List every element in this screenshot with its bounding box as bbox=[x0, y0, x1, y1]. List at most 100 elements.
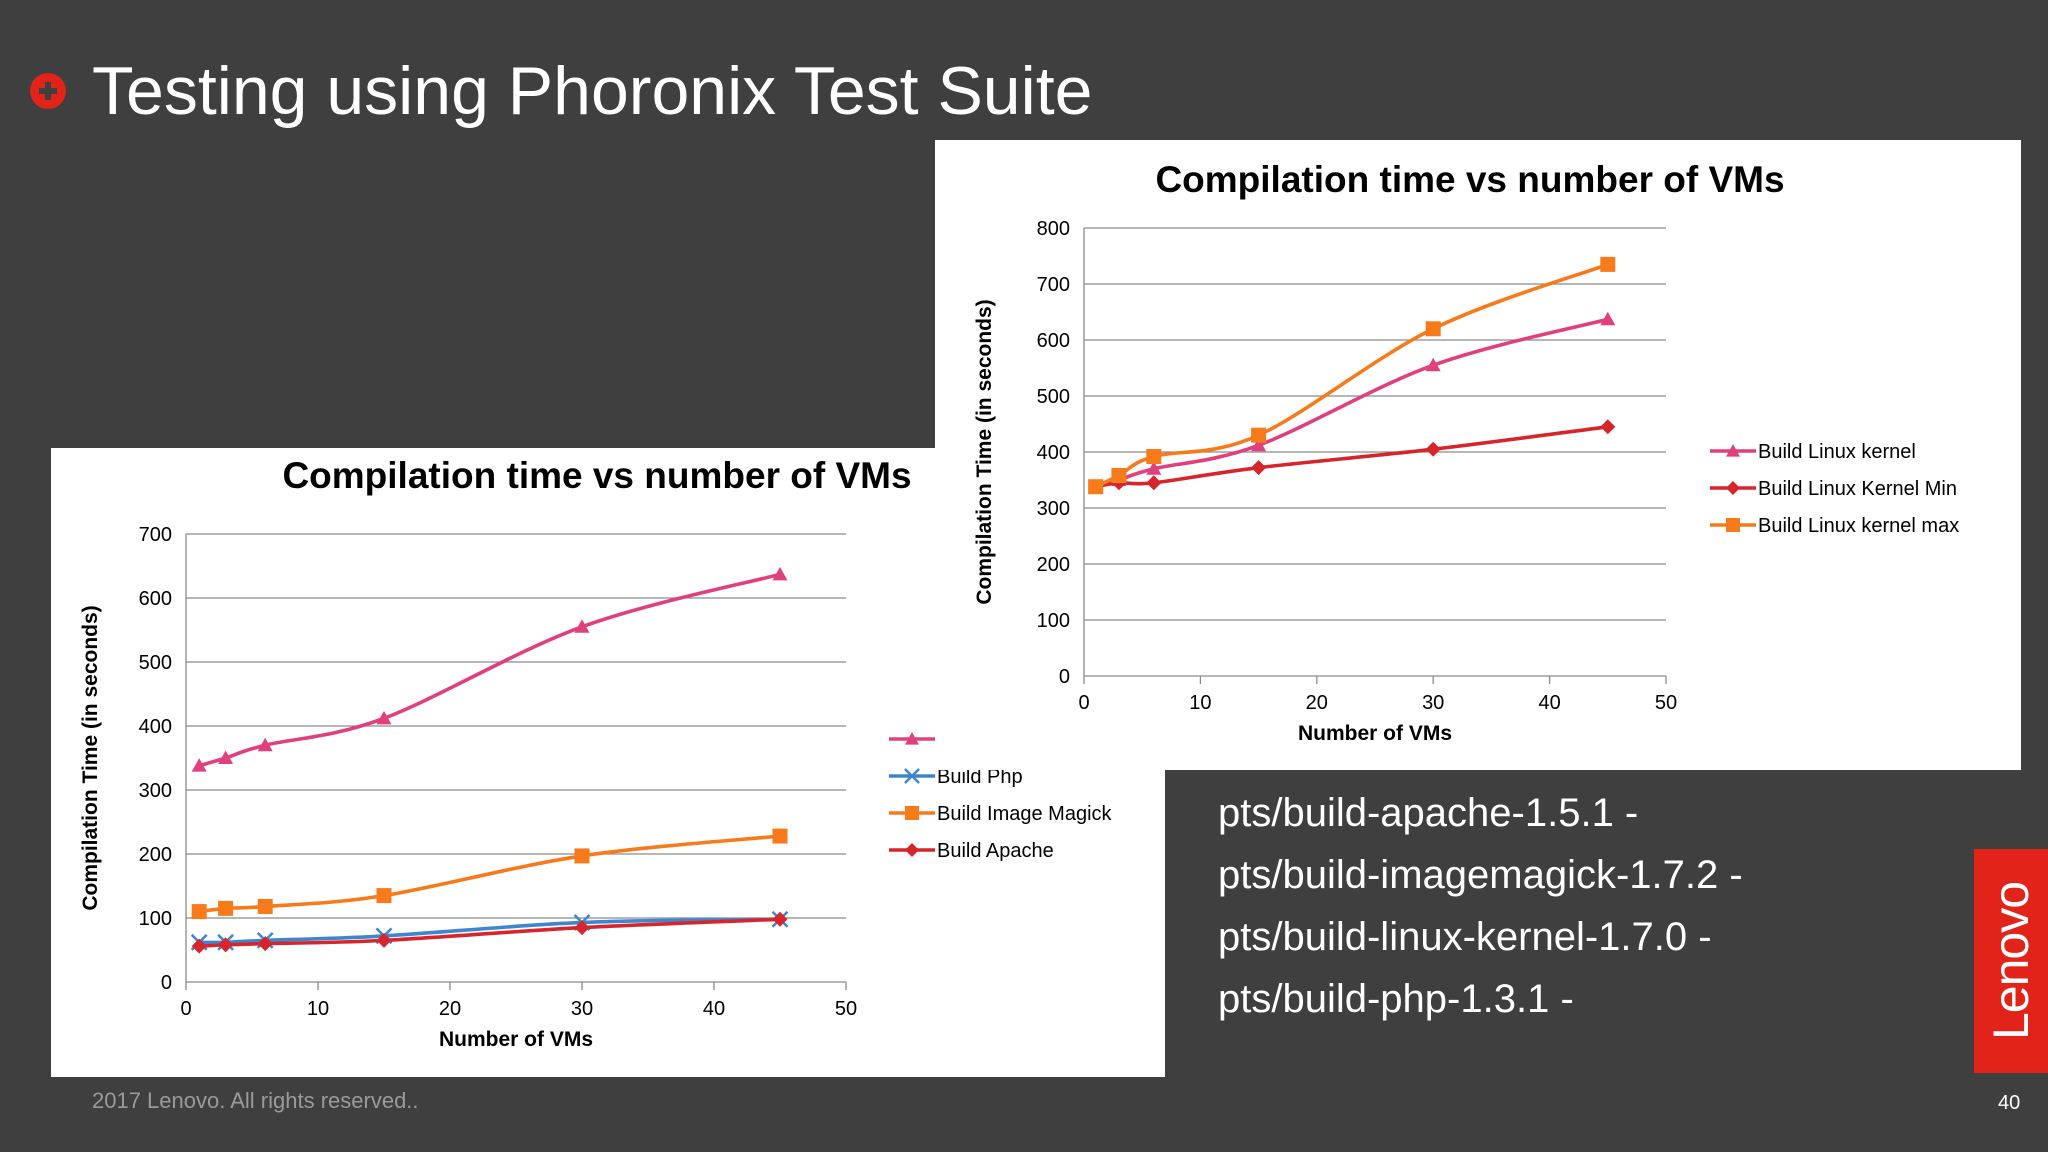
x-tick-label: 10 bbox=[307, 998, 329, 1020]
legend-marker bbox=[1726, 444, 1740, 457]
data-point bbox=[1251, 460, 1267, 476]
x-tick-label: 30 bbox=[1422, 692, 1444, 714]
data-point bbox=[1146, 461, 1162, 475]
slide-title: Testing using Phoronix Test Suite bbox=[92, 53, 1093, 129]
red-circle-plus-icon bbox=[30, 73, 66, 109]
data-point bbox=[376, 932, 392, 948]
data-point bbox=[1425, 321, 1441, 337]
x-tick-label: 10 bbox=[1189, 692, 1211, 714]
data-point bbox=[574, 920, 590, 936]
series-build-linux-kernel bbox=[1088, 311, 1616, 493]
data-point bbox=[1600, 256, 1616, 272]
legend-item: Build Image Magick bbox=[889, 803, 1113, 825]
y-tick-label: 0 bbox=[1059, 666, 1070, 688]
series-line bbox=[1095, 317, 1609, 489]
data-point bbox=[772, 911, 788, 927]
chart-title: Compilation time vs number of VMs bbox=[282, 455, 911, 496]
data-point bbox=[218, 900, 234, 916]
data-point bbox=[772, 566, 788, 581]
legend-marker bbox=[905, 806, 919, 820]
data-point bbox=[257, 898, 273, 914]
data-point bbox=[574, 848, 590, 864]
legend-label: Build Linux kernel max bbox=[1758, 515, 1959, 537]
x-tick-label: 0 bbox=[180, 998, 191, 1020]
data-point bbox=[1111, 468, 1127, 484]
y-tick-label: 800 bbox=[1037, 218, 1070, 240]
legend-item: Build Linux kernel bbox=[1710, 441, 1916, 463]
legend-item: Build Linux kernel max bbox=[1710, 515, 1959, 537]
series-build-apache bbox=[191, 911, 788, 954]
data-point bbox=[257, 737, 273, 752]
series-build-linux-kernel-max bbox=[1088, 256, 1616, 495]
command-line: pts/build-imagemagick-1.7.2 - bbox=[1218, 853, 1743, 897]
y-tick-label: 200 bbox=[1037, 554, 1070, 576]
data-point bbox=[218, 750, 234, 764]
legend-label: Build Linux Kernel Min bbox=[1758, 478, 1957, 500]
test-command-list: pts/build-apache-1.5.1 - pts/build-image… bbox=[1218, 782, 1743, 1030]
y-tick-label: 100 bbox=[1037, 610, 1070, 632]
x-tick-label: 0 bbox=[1078, 692, 1089, 714]
page-number: 40 bbox=[1998, 1092, 2021, 1114]
y-tick-label: 300 bbox=[139, 780, 172, 802]
data-point bbox=[1088, 479, 1104, 495]
y-tick-label: 0 bbox=[161, 972, 172, 994]
legend-label: Build Linux kernel bbox=[1758, 441, 1916, 463]
legend-marker bbox=[1726, 518, 1740, 532]
legend-marker bbox=[905, 843, 919, 857]
y-axis-label: Compilation Time (in seconds) bbox=[79, 605, 102, 910]
legend-item: Build Apache bbox=[889, 840, 1054, 862]
data-point bbox=[1425, 441, 1441, 457]
x-axis-label: Number of VMs bbox=[1298, 722, 1452, 745]
series-build-linux-kernel bbox=[191, 566, 788, 772]
x-tick-label: 50 bbox=[1655, 692, 1677, 714]
chart-panel-right: Compilation time vs number of VMs 0 100 200… bbox=[935, 140, 2021, 770]
y-tick-label: 500 bbox=[1037, 386, 1070, 408]
command-line: pts/build-apache-1.5.1 - bbox=[1218, 791, 1639, 835]
legend-marker bbox=[905, 732, 919, 745]
series-line bbox=[199, 917, 781, 948]
slide-header: Testing using Phoronix Test Suite bbox=[30, 52, 1092, 130]
legend-marker bbox=[1726, 481, 1740, 495]
y-tick-label: 100 bbox=[139, 908, 172, 930]
data-point bbox=[191, 758, 207, 772]
data-point bbox=[574, 619, 590, 633]
legend-label: Build Apache bbox=[937, 840, 1054, 862]
data-point bbox=[376, 710, 392, 725]
x-tick-label: 20 bbox=[1306, 692, 1328, 714]
data-point bbox=[257, 936, 273, 952]
series-build-linux-kernel-min bbox=[1088, 419, 1616, 495]
y-tick-label: 600 bbox=[139, 588, 172, 610]
data-point bbox=[1251, 427, 1267, 443]
command-line: pts/build-linux-kernel-1.7.0 - bbox=[1218, 915, 1712, 959]
y-tick-label: 500 bbox=[139, 652, 172, 674]
y-tick-label: 200 bbox=[139, 844, 172, 866]
x-tick-label: 40 bbox=[1538, 692, 1560, 714]
legend-label: Build Php bbox=[937, 766, 1023, 788]
chart-title: Compilation time vs number of VMs bbox=[1155, 159, 1784, 200]
data-point bbox=[218, 937, 234, 953]
legend-item: Build Linux Kernel Min bbox=[1710, 478, 1957, 500]
y-tick-label: 700 bbox=[1037, 274, 1070, 296]
copyright-footer: 2017 Lenovo. All rights reserved.. bbox=[92, 1088, 419, 1113]
x-tick-label: 20 bbox=[439, 998, 461, 1020]
logo-text: Lenovo bbox=[1983, 881, 2040, 1041]
series-line bbox=[1095, 425, 1609, 489]
data-point bbox=[1146, 475, 1162, 491]
y-tick-label: 400 bbox=[139, 716, 172, 738]
lenovo-logo: Lenovo bbox=[1974, 849, 2048, 1073]
y-tick-label: 400 bbox=[1037, 442, 1070, 464]
line-chart: Compilation time vs number of VMs0100200… bbox=[79, 455, 1113, 1051]
series-build-image-magick bbox=[191, 828, 788, 920]
series-line bbox=[198, 834, 781, 914]
data-point bbox=[191, 938, 207, 954]
x-tick-label: 40 bbox=[703, 998, 725, 1020]
y-axis-label: Compilation Time (in seconds) bbox=[973, 299, 996, 604]
data-point bbox=[1425, 357, 1441, 372]
line-chart: Compilation time vs number of VMs0100200… bbox=[973, 159, 1959, 745]
legend-item: Build Php bbox=[889, 766, 1023, 788]
y-tick-label: 700 bbox=[139, 524, 172, 546]
y-tick-label: 600 bbox=[1037, 330, 1070, 352]
data-point bbox=[191, 904, 207, 920]
legend-marker bbox=[904, 768, 920, 784]
data-point bbox=[1251, 437, 1267, 452]
